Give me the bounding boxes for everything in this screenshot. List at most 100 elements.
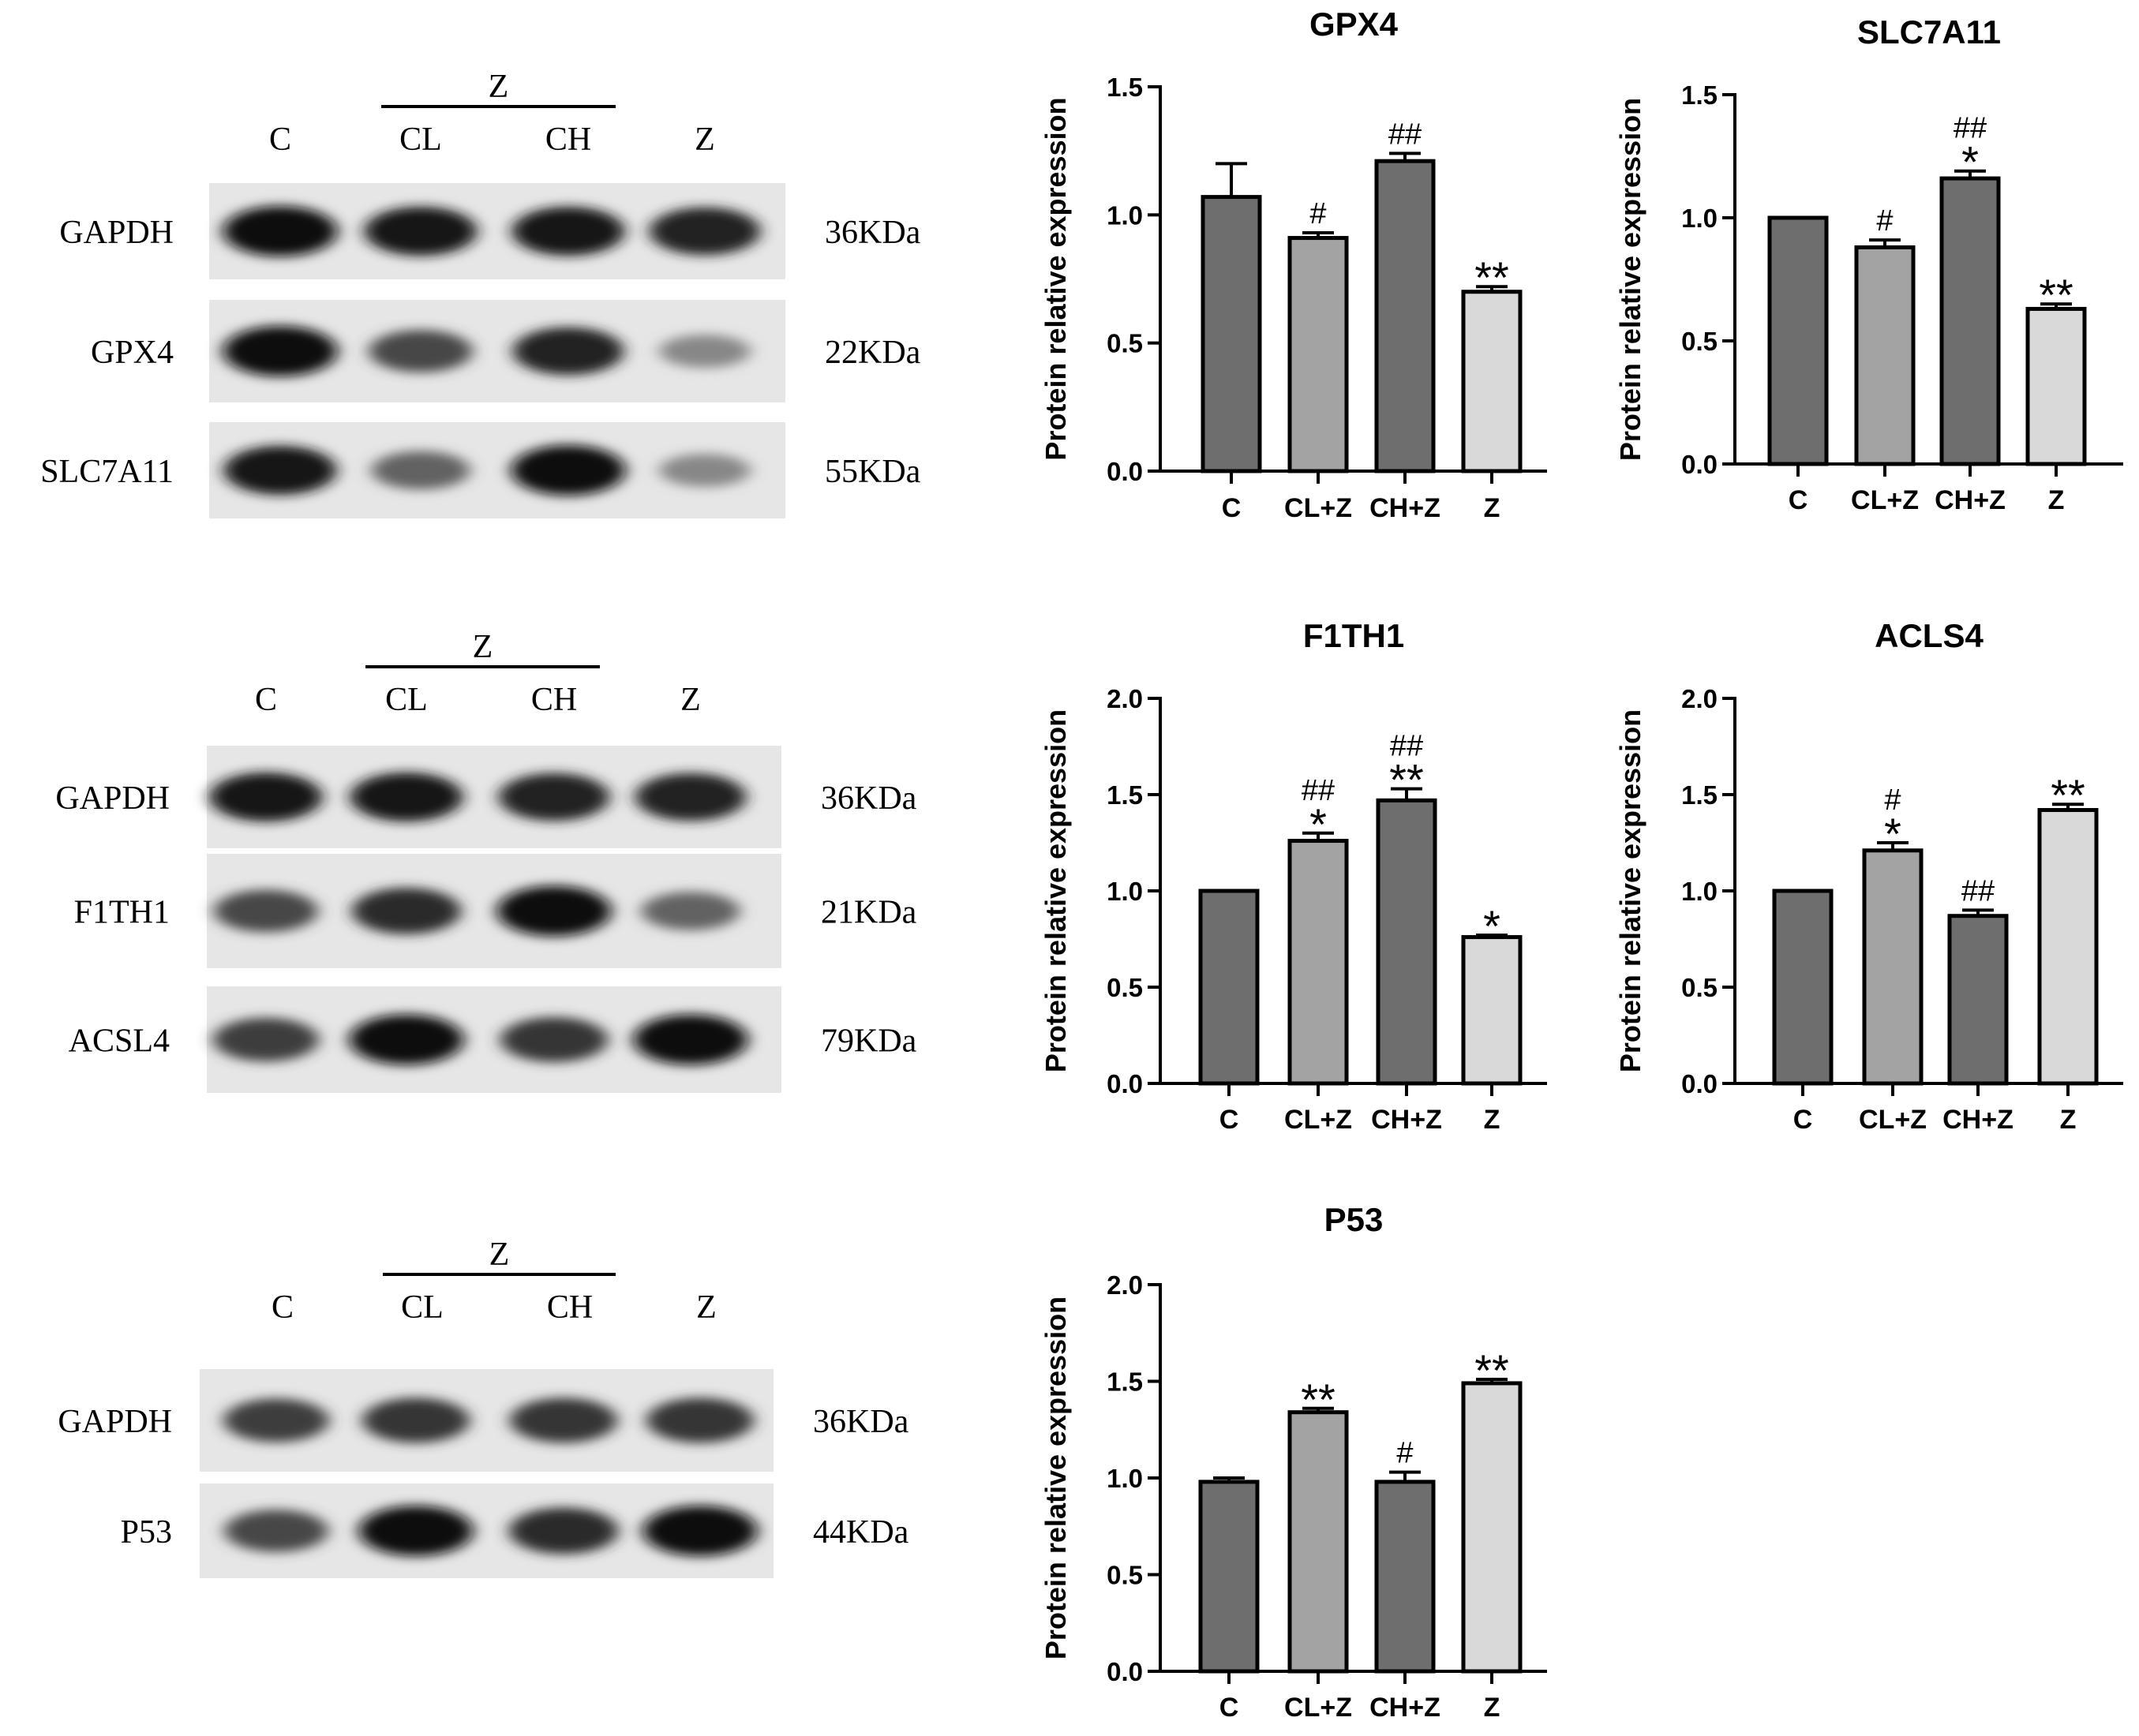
blot-row-slc7a11: SLC7A11 55KDa — [40, 422, 921, 518]
significance-marker: ** — [2051, 770, 2085, 820]
x-tick-label: CL+Z — [1851, 485, 1919, 515]
significance-marker: ## — [1390, 730, 1423, 763]
blot-group-label: Z — [489, 69, 509, 105]
blot-group-label: Z — [489, 1237, 510, 1273]
significance-marker: # — [1396, 1437, 1413, 1470]
x-tick-label: CL+Z — [1284, 1693, 1352, 1723]
y-axis-label: Protein relative expression — [1040, 709, 1072, 1072]
y-axis-label: Protein relative expression — [1614, 709, 1646, 1072]
blot-row-acsl4: ACSL4 79KDa — [69, 986, 917, 1093]
blot-band — [649, 207, 761, 256]
blot-lane-label: CL — [385, 682, 428, 718]
bar-c — [1772, 889, 1834, 1086]
y-tick-label: 1.5 — [1107, 1367, 1143, 1397]
bar-z — [2025, 306, 2087, 466]
x-tick-label: Z — [1484, 1105, 1500, 1135]
x-tick-label: C — [1789, 485, 1808, 515]
blot-band — [223, 206, 338, 256]
blot-lane-label: CH — [531, 682, 577, 718]
blot-panel-1: Z C CL CH Z GAPDH 36KDa GPX4 22KDa SLC7A11 55KDa — [40, 69, 921, 518]
significance-marker: ## — [1954, 112, 1987, 145]
chart-title: P53 — [1324, 1201, 1384, 1238]
blot-size-label: 36KDa — [821, 780, 917, 817]
bar-cl-z — [1854, 245, 1916, 466]
bar-cl-z — [1862, 848, 1924, 1086]
blot-band — [223, 1398, 329, 1442]
blot-lane-label: Z — [680, 682, 701, 718]
blot-size-label: 36KDa — [813, 1404, 909, 1440]
bar-z — [2037, 808, 2099, 1086]
y-axis-label: Protein relative expression — [1040, 1296, 1072, 1659]
significance-marker: * — [1961, 137, 1979, 187]
x-tick-label: CH+Z — [1369, 493, 1440, 523]
blot-size-label: 79KDa — [821, 1023, 917, 1060]
chart-title: ACLS4 — [1875, 617, 1984, 654]
blot-band — [209, 772, 323, 822]
blot-lane-label: C — [255, 682, 277, 718]
blot-band — [496, 885, 612, 937]
blot-protein-label: GAPDH — [59, 215, 174, 251]
blot-band — [351, 888, 462, 934]
x-tick-label: Z — [2060, 1105, 2077, 1135]
blot-row-f1th1: F1TH1 21KDa — [74, 854, 917, 968]
blot-protein-label: GAPDH — [55, 780, 170, 817]
blot-band — [642, 1506, 758, 1556]
x-tick-label: Z — [1484, 493, 1500, 523]
chart-p53: P53 Protein relative expression ** # ** 0.0 0.… — [1040, 1201, 1547, 1723]
blot-band — [500, 1016, 608, 1063]
x-tick-label: CH+Z — [1935, 485, 2006, 515]
blot-size-label: 21KDa — [821, 895, 917, 931]
blot-band — [358, 1506, 474, 1556]
significance-marker: * — [1309, 799, 1327, 849]
y-tick-label: 0.0 — [1107, 1657, 1143, 1686]
y-axis-label: Protein relative expression — [1040, 97, 1072, 460]
blot-band — [350, 772, 463, 822]
y-tick-label: 0.5 — [1107, 1561, 1143, 1590]
significance-marker: # — [1876, 204, 1893, 238]
y-tick-label: 0.5 — [1107, 973, 1143, 1002]
blot-lane-label: CL — [399, 122, 442, 158]
y-tick-label: 2.0 — [1107, 1270, 1143, 1300]
x-tick-label: C — [1219, 1105, 1239, 1135]
blot-size-label: 55KDa — [825, 454, 921, 490]
y-tick-label: 0.0 — [1681, 450, 1718, 479]
blot-band — [223, 326, 338, 376]
bar-c — [1201, 195, 1262, 473]
blot-size-label: 44KDa — [813, 1514, 909, 1551]
bar-ch-z — [1374, 1480, 1436, 1674]
blot-protein-label: SLC7A11 — [40, 454, 174, 490]
blot-lane-label: CH — [545, 122, 591, 158]
chart-slc7a11: SLC7A11 Protein relative expression # *## **… — [1614, 13, 2123, 515]
blot-row-gapdh: GAPDH 36KDa — [59, 183, 921, 279]
x-tick-label: Z — [2048, 485, 2065, 515]
chart-title: F1TH1 — [1303, 617, 1404, 654]
bar-ch-z — [1376, 798, 1437, 1086]
significance-marker: ** — [2039, 270, 2073, 320]
blot-lane-label: CL — [401, 1289, 444, 1326]
x-tick-label: Z — [1484, 1693, 1500, 1723]
blot-panel-3: Z C CL CH Z GAPDH 36KDa P53 44KDa — [58, 1237, 909, 1578]
y-tick-label: 0.5 — [1107, 329, 1143, 358]
x-tick-label: CL+Z — [1284, 493, 1352, 523]
chart-title: SLC7A11 — [1857, 13, 2001, 51]
blot-protein-label: P53 — [121, 1514, 172, 1551]
significance-marker: # — [1309, 197, 1326, 230]
y-tick-label: 1.0 — [1107, 200, 1143, 230]
blot-band — [659, 454, 751, 487]
significance-marker: * — [1884, 809, 1901, 859]
blot-band — [224, 1510, 328, 1552]
blot-protein-label: GAPDH — [58, 1404, 172, 1440]
blot-band — [223, 445, 337, 496]
significance-marker: ** — [1474, 253, 1509, 302]
y-tick-label: 1.0 — [1681, 877, 1718, 906]
blot-band — [510, 1397, 617, 1443]
x-tick-label: CH+Z — [1369, 1693, 1440, 1723]
bar-ch-z — [1947, 914, 2009, 1086]
blot-band — [213, 1017, 319, 1062]
blot-row-gapdh: GAPDH 36KDa — [55, 746, 917, 848]
blot-band — [512, 327, 624, 376]
